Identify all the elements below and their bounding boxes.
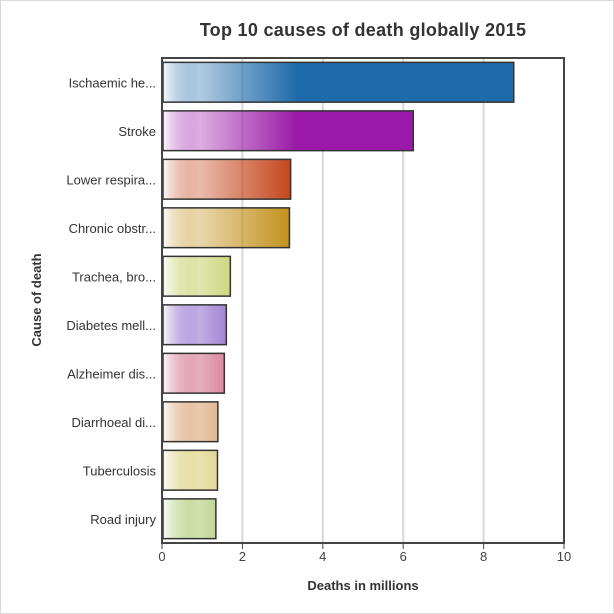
category-label-0: Ischaemic he... bbox=[69, 75, 156, 90]
y-axis-title: Cause of death bbox=[29, 253, 44, 346]
chart-title: Top 10 causes of death globally 2015 bbox=[199, 20, 527, 40]
category-label-4: Trachea, bro... bbox=[72, 269, 156, 284]
x-tick-label-6: 6 bbox=[400, 549, 407, 564]
x-tick-label-0: 0 bbox=[158, 549, 165, 564]
x-axis-title: Deaths in millions bbox=[307, 578, 418, 593]
category-label-9: Road injury bbox=[90, 512, 156, 527]
y-category-labels: Ischaemic he... Stroke Lower respira... Chr… bbox=[66, 75, 156, 527]
x-tick-labels: 0 2 4 6 8 10 bbox=[158, 543, 571, 564]
bar-6 bbox=[162, 352, 226, 394]
category-label-2: Lower respira... bbox=[66, 172, 156, 187]
category-label-3: Chronic obstr... bbox=[69, 221, 156, 236]
bar-7 bbox=[162, 401, 219, 443]
bar-5 bbox=[162, 304, 228, 346]
category-label-8: Tuberculosis bbox=[83, 463, 157, 478]
category-label-1: Stroke bbox=[118, 124, 156, 139]
bar-2 bbox=[162, 158, 292, 200]
bar-0 bbox=[162, 61, 515, 103]
x-tick-label-2: 2 bbox=[239, 549, 246, 564]
x-tick-label-4: 4 bbox=[319, 549, 326, 564]
bar-9 bbox=[162, 498, 217, 540]
category-label-5: Diabetes mell... bbox=[66, 318, 156, 333]
category-label-6: Alzheimer dis... bbox=[67, 366, 156, 381]
bar-4 bbox=[162, 255, 232, 297]
x-tick-label-10: 10 bbox=[557, 549, 571, 564]
category-label-7: Diarrhoeal di... bbox=[71, 415, 156, 430]
plot-area-border bbox=[161, 57, 565, 544]
bar-1 bbox=[162, 110, 414, 152]
bar-3 bbox=[162, 207, 291, 249]
bars bbox=[162, 61, 515, 540]
bar-8 bbox=[162, 449, 219, 491]
x-tick-label-8: 8 bbox=[480, 549, 487, 564]
